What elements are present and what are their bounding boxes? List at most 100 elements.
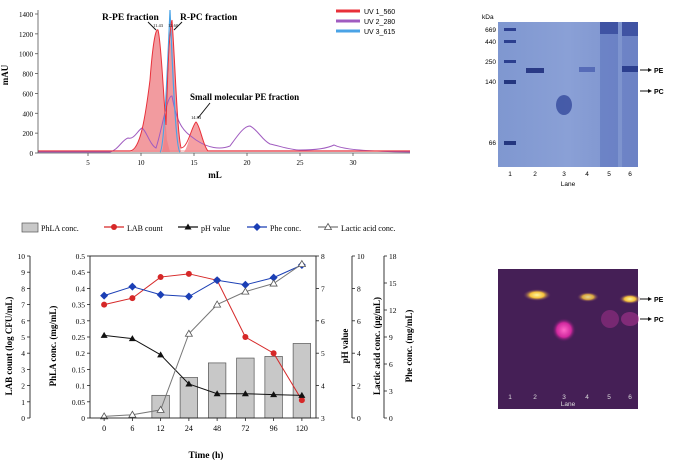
x-tick-label: 120 xyxy=(296,424,308,433)
sds-lane-6: 6 xyxy=(628,171,632,178)
axis-tick-label-phe: 15 xyxy=(389,279,397,288)
chromatogram-y-ticks: 1400 1200 1000 800 600 400 200 0 xyxy=(19,11,38,158)
axis-label-phe: Phe conc. (mg/mL) xyxy=(404,310,414,383)
axis-tick-label-lactic: 4 xyxy=(357,349,361,358)
axis-tick-label-phla: 0.2 xyxy=(76,349,86,358)
sds-bands xyxy=(504,22,638,167)
native-lane-1: 1 xyxy=(508,394,512,401)
legend-label-lab: LAB count xyxy=(127,224,164,233)
phla-bar xyxy=(264,356,283,419)
axis-tick-label-lab: 7 xyxy=(21,301,25,310)
peak-label-1: 11.43 xyxy=(153,23,164,28)
axis-tick-label-lab: 3 xyxy=(21,365,25,374)
chromatogram-xtick-label: 20 xyxy=(244,159,252,167)
axis-tick-label-lab: 8 xyxy=(21,284,25,293)
native-lane5-smear xyxy=(601,310,619,328)
axis-tick-label-ph: 6 xyxy=(321,317,325,326)
native-lane2-pe-band xyxy=(523,289,551,301)
sds-marker-440: 440 xyxy=(485,39,496,46)
fermentation-legend: PhLA conc. LAB count pH value Phe conc. … xyxy=(21,222,395,233)
uv1-peak-rpe xyxy=(130,29,170,153)
chromatogram-xlabel: mL xyxy=(208,170,222,180)
sds-lane-1: 1 xyxy=(508,171,512,178)
fermentation-lines xyxy=(99,259,307,420)
series-point-lab xyxy=(270,350,277,357)
axis-tick-label-lab: 1 xyxy=(21,398,25,407)
native-gel-panel: 1 2 3 4 5 6 Lane PE PC xyxy=(480,255,675,435)
axis-tick-label-ph: 5 xyxy=(321,349,325,358)
uv1-peak-small xyxy=(184,122,208,152)
axis-tick-label-phla: 0 xyxy=(81,414,85,423)
series-point-lactic xyxy=(156,405,165,413)
annotation-small-arrow xyxy=(197,102,211,119)
chromatogram-ytick-label: 800 xyxy=(23,71,34,79)
series-point-phe xyxy=(100,291,109,300)
native-lane-3: 3 xyxy=(562,394,566,401)
axis-tick-label-ph: 8 xyxy=(321,252,325,261)
axis-tick-label-phla: 0.45 xyxy=(72,268,85,277)
chromatogram-svg: 1400 1200 1000 800 600 400 200 0 5 10 15 20 25 30 mA… xyxy=(0,9,411,180)
x-tick-label: 72 xyxy=(241,424,249,433)
chromatogram-ytick-label: 1400 xyxy=(19,11,34,19)
series-point-phe xyxy=(184,292,193,301)
sds-marker-140: 140 xyxy=(485,79,496,86)
legend-label-lactic: Lactic acid conc. xyxy=(341,224,395,233)
axis-tick-label-lab: 2 xyxy=(21,382,25,391)
axis-tick-label-lactic: 6 xyxy=(357,317,361,326)
axis-tick-label-phla: 0.05 xyxy=(72,398,85,407)
series-point-lactic xyxy=(128,410,137,418)
axis-tick-label-phla: 0.25 xyxy=(72,333,85,342)
series-point-lab xyxy=(185,270,192,277)
series-point-phe xyxy=(241,280,250,289)
chromatogram-ytick-label: 200 xyxy=(23,130,34,138)
series-point-ph xyxy=(213,390,221,397)
legend-marker-ph xyxy=(184,223,192,230)
fermentation-axes: 01234567891000.050.10.150.20.250.30.350.… xyxy=(18,252,397,433)
chromatogram-panel: 1400 1200 1000 800 600 400 200 0 5 10 15 20 25 30 mA… xyxy=(0,0,420,190)
axis-tick-label-ph: 4 xyxy=(321,382,325,391)
sds-unit-label: kDa xyxy=(482,14,494,21)
axis-tick-label-phla: 0.4 xyxy=(76,284,86,293)
sds-marker-250: 250 xyxy=(485,59,496,66)
axis-tick-label-phla: 0.5 xyxy=(76,252,86,261)
native-pe-label: PE xyxy=(654,297,664,304)
legend-swatch-phla xyxy=(21,222,39,233)
chromatogram-xtick-label: 30 xyxy=(350,159,358,167)
axis-tick-label-phe: 0 xyxy=(389,414,393,423)
native-bands xyxy=(523,289,641,342)
native-lane6-pe-band xyxy=(619,294,641,304)
axis-tick-label-phe: 18 xyxy=(389,252,397,261)
axis-label-ph: pH value xyxy=(340,329,350,364)
series-point-lab xyxy=(298,397,305,404)
sds-lane-4: 4 xyxy=(585,171,589,178)
series-point-phe xyxy=(156,290,165,299)
axis-tick-label-lab: 5 xyxy=(21,333,25,342)
annotation-rpc-arrow xyxy=(173,21,183,31)
lane4-pe-band xyxy=(579,67,595,72)
legend-label-phla: PhLA conc. xyxy=(41,224,79,233)
axis-label-lactic: Lactic acid conc. (μg/mL) xyxy=(372,297,382,395)
chromatogram-ylabel: mAU xyxy=(0,64,10,85)
native-lane6-pc-band xyxy=(621,312,639,326)
chromatogram-ytick-label: 1000 xyxy=(19,51,34,59)
series-point-ph xyxy=(100,331,108,338)
native-lane3-pc-band xyxy=(552,318,576,342)
chromatogram-traces xyxy=(38,9,411,153)
lane3-pc-band xyxy=(556,95,572,115)
chromatogram-legend: UV 1_560 UV 2_280 UV 3_615 xyxy=(336,9,395,36)
chromatogram-xtick-label: 15 xyxy=(191,159,199,167)
axis-tick-label-phe: 3 xyxy=(389,387,393,396)
series-point-ph xyxy=(128,335,136,342)
chromatogram-x-ticks: 5 10 15 20 25 30 xyxy=(86,153,357,167)
lane6-well xyxy=(622,22,638,36)
axis-tick-label-phla: 0.15 xyxy=(72,365,85,374)
series-point-lactic xyxy=(212,300,222,308)
axis-tick-label-lab: 6 xyxy=(21,317,25,326)
legend-label-uv3: UV 3_615 xyxy=(364,29,395,36)
native-pe-arrowhead xyxy=(648,297,652,301)
native-lane-labels: 1 2 3 4 5 6 xyxy=(508,394,632,401)
axis-tick-label-lab: 10 xyxy=(18,252,26,261)
series-point-phe xyxy=(128,282,137,291)
axis-tick-label-ph: 7 xyxy=(321,284,325,293)
sds-pe-label: PE xyxy=(654,68,664,75)
